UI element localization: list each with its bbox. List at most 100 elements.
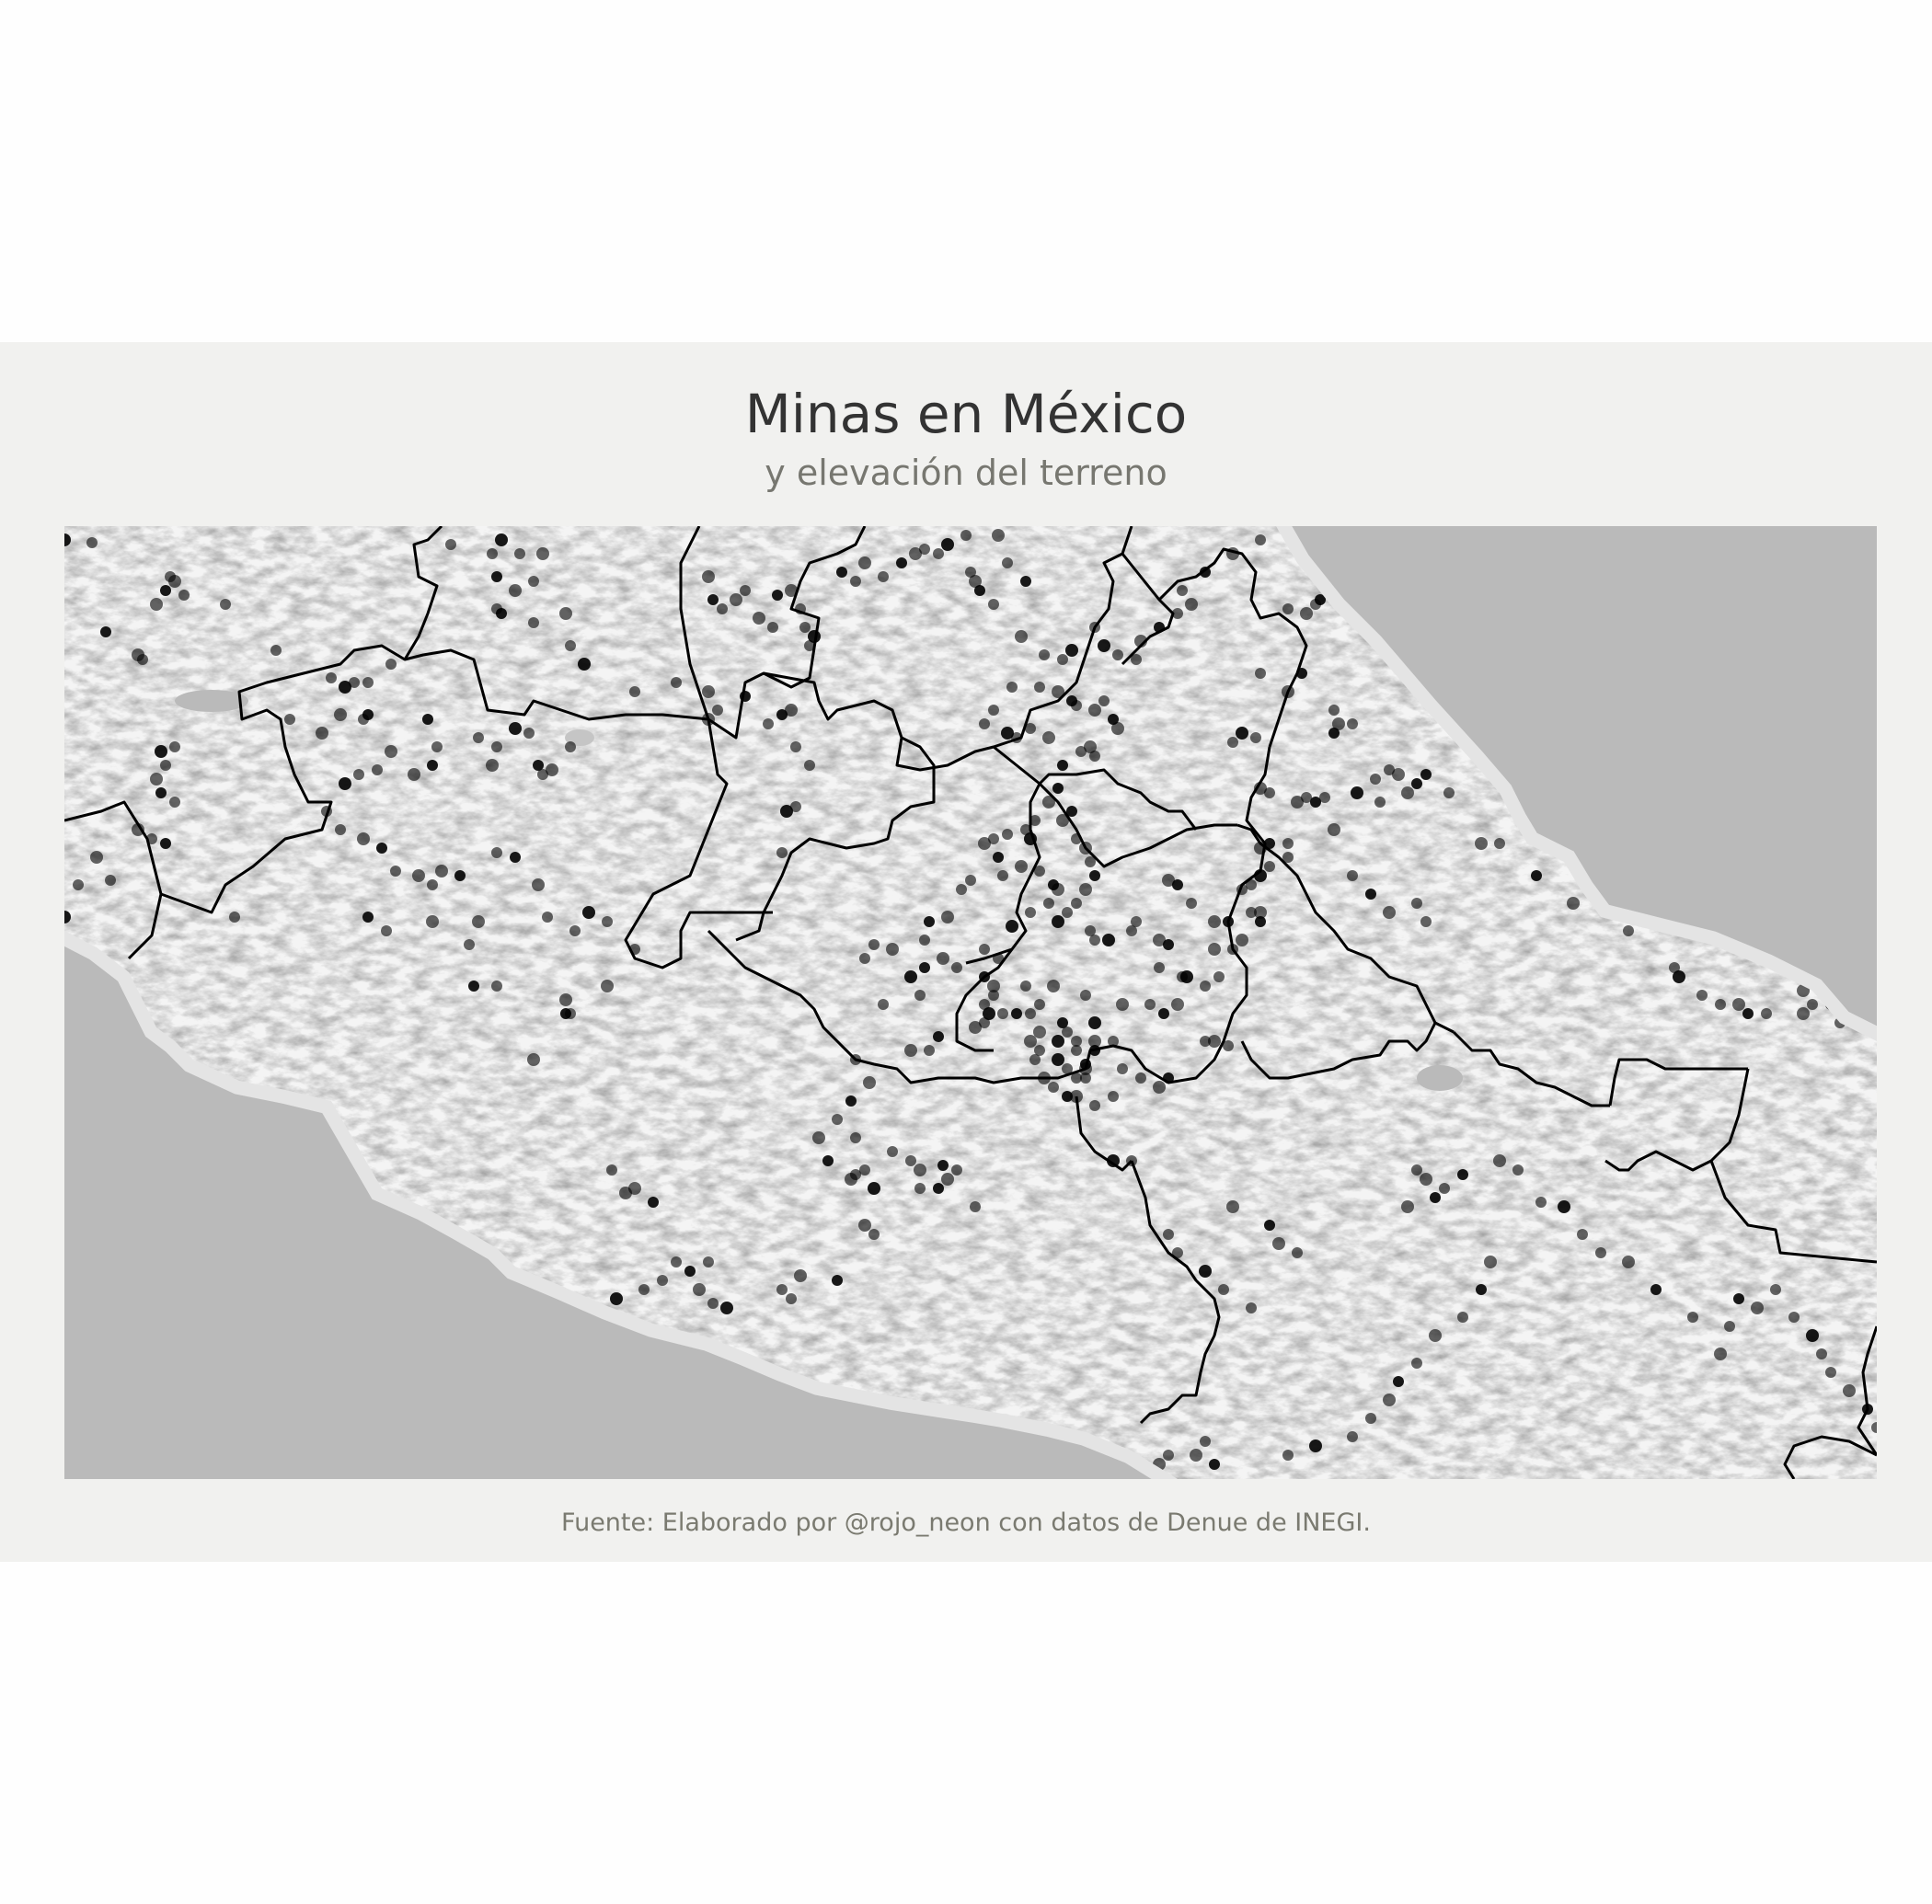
mine-point — [1807, 999, 1818, 1010]
mine-point — [408, 768, 420, 781]
mine-point — [740, 585, 751, 596]
mine-point — [909, 547, 922, 560]
mine-point — [937, 952, 949, 965]
mine-point — [970, 1201, 981, 1212]
mine-point — [629, 686, 640, 697]
mine-point — [795, 603, 806, 614]
mine-point — [878, 999, 889, 1010]
mine-point — [919, 962, 930, 973]
mine-point — [169, 741, 180, 752]
mine-point — [1071, 700, 1082, 711]
mine-point — [1089, 622, 1100, 633]
mine-point — [1154, 622, 1165, 633]
mine-point — [790, 801, 801, 812]
mine-point — [1066, 806, 1077, 817]
mine-point — [1102, 934, 1115, 946]
mine-point — [671, 1256, 682, 1267]
mine-point — [1131, 916, 1142, 927]
mine-point — [1291, 796, 1304, 809]
mine-point — [528, 576, 539, 587]
mine-point — [993, 852, 1004, 863]
mine-point — [1255, 534, 1266, 545]
mine-point — [536, 547, 549, 560]
mine-point — [887, 1146, 898, 1157]
mine-point — [1301, 792, 1312, 803]
mine-point — [919, 935, 930, 946]
mine-point — [1020, 824, 1031, 835]
mine-point — [941, 538, 954, 551]
mine-point — [776, 709, 788, 720]
mine-point — [1370, 774, 1381, 785]
mine-point — [1254, 842, 1267, 855]
mine-point — [1098, 695, 1110, 706]
mine-point — [1034, 999, 1045, 1010]
mine-point — [905, 1155, 916, 1166]
mine-point — [1226, 1200, 1239, 1213]
mine-point — [1085, 925, 1096, 936]
mine-point — [606, 1164, 617, 1176]
mine-point — [1332, 717, 1345, 730]
mine-point — [1595, 1247, 1606, 1258]
mine-point — [914, 1164, 926, 1176]
mine-point — [1071, 1072, 1082, 1084]
mine-point — [1770, 1284, 1781, 1295]
mine-point — [1411, 1358, 1422, 1369]
mine-point — [321, 806, 332, 817]
mine-point — [1006, 682, 1018, 693]
mine-point — [997, 1008, 1008, 1019]
mine-point — [707, 1298, 719, 1309]
mine-point — [542, 912, 553, 923]
mine-point — [1134, 635, 1147, 648]
mine-point — [1788, 1312, 1800, 1323]
mine-point — [904, 970, 917, 983]
mine-point — [1227, 944, 1238, 955]
mine-point — [160, 838, 171, 849]
mine-point — [527, 1053, 540, 1066]
mine-point — [638, 1284, 650, 1295]
mine-point — [532, 878, 545, 891]
mine-point — [1042, 731, 1055, 744]
mine-point — [376, 843, 387, 854]
mine-point — [1209, 1459, 1220, 1470]
mine-point — [1088, 1035, 1101, 1048]
mine-point — [1558, 1200, 1570, 1213]
mine-point — [491, 847, 502, 858]
mine-point — [1226, 547, 1239, 560]
mine-point — [137, 654, 148, 665]
mine-point — [1401, 1200, 1414, 1213]
mine-point — [385, 745, 397, 758]
mine-point — [1002, 557, 1013, 568]
mine-point — [1328, 728, 1340, 739]
mine-point — [528, 617, 539, 628]
mine-point — [1200, 567, 1211, 578]
mine-point — [169, 797, 180, 808]
mine-point — [702, 685, 715, 698]
mine-point — [965, 875, 976, 886]
mine-point — [1430, 1192, 1441, 1203]
mine-point — [868, 1182, 880, 1195]
mine-point — [1062, 907, 1073, 918]
mine-point — [960, 530, 972, 541]
mine-point — [105, 875, 116, 886]
mine-point — [1384, 764, 1395, 775]
mine-point — [1724, 1321, 1735, 1332]
mine-point — [1089, 751, 1100, 762]
mine-point — [941, 911, 954, 923]
mine-point — [1006, 920, 1018, 933]
mine-point — [473, 732, 484, 743]
mine-point — [629, 944, 640, 955]
mine-point — [1246, 879, 1257, 890]
mine-point — [1264, 861, 1275, 872]
mine-point — [1071, 1036, 1082, 1047]
figure-panel: Minas en México y elevación del terreno — [0, 342, 1932, 1562]
mine-point — [1047, 980, 1060, 992]
mine-point — [454, 870, 466, 881]
mine-point — [1223, 916, 1234, 927]
mine-point — [780, 805, 793, 818]
mine-point — [1254, 782, 1267, 795]
mine-point — [988, 599, 999, 610]
mine-point — [1001, 727, 1014, 740]
mine-point — [1310, 797, 1321, 808]
mine-point — [1255, 916, 1266, 927]
mine-point — [427, 760, 438, 771]
